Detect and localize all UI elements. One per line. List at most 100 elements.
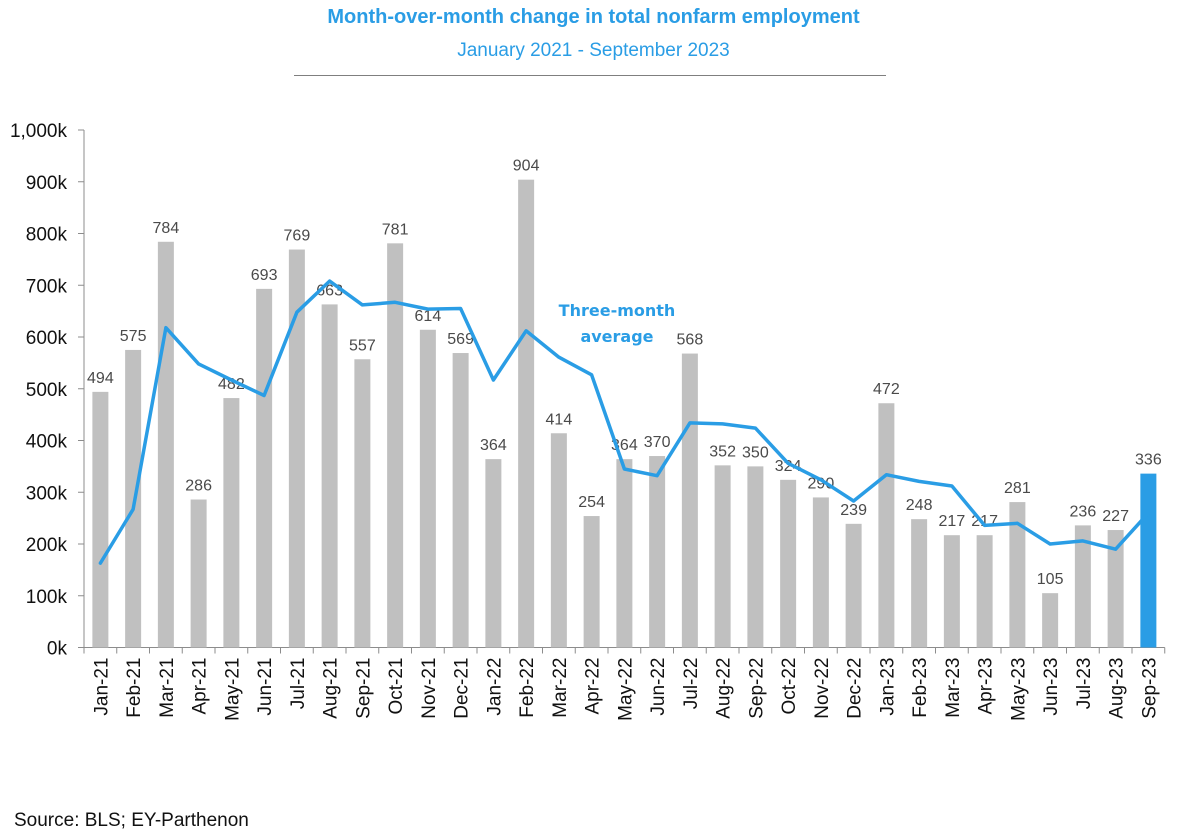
x-tick-label: Jun-21 bbox=[255, 658, 276, 716]
x-tick-label: Sep-21 bbox=[353, 658, 374, 719]
x-tick-label: Oct-22 bbox=[779, 658, 800, 715]
bar-data-label: 290 bbox=[808, 475, 835, 492]
x-tick-label: Nov-21 bbox=[419, 658, 440, 719]
x-tick-label: Apr-21 bbox=[190, 658, 211, 715]
x-tick-label: May-22 bbox=[615, 658, 636, 721]
bar-data-label: 557 bbox=[349, 337, 376, 354]
bar-data-label: 614 bbox=[415, 308, 442, 325]
bar bbox=[1107, 530, 1124, 648]
y-tick-label: 400k bbox=[26, 432, 68, 453]
bar-data-labels: 4945757842864826937696635577816145693649… bbox=[87, 158, 1162, 588]
bar-data-label: 568 bbox=[677, 332, 704, 349]
x-tick-label: Jan-21 bbox=[91, 658, 112, 716]
y-tick-label: 0k bbox=[47, 639, 68, 660]
bar-data-label: 350 bbox=[742, 444, 769, 461]
x-tick-label: Jul-23 bbox=[1074, 658, 1095, 710]
x-tick-label: Aug-22 bbox=[714, 658, 735, 719]
bar bbox=[387, 243, 404, 648]
bar bbox=[321, 304, 338, 648]
bar bbox=[256, 288, 273, 648]
x-tick-label: Jun-23 bbox=[1041, 658, 1062, 716]
y-tick-label: 800k bbox=[26, 225, 68, 246]
bar bbox=[223, 398, 240, 648]
x-tick-label: Sep-23 bbox=[1139, 658, 1160, 719]
bar-data-label: 248 bbox=[906, 497, 933, 514]
x-tick-label: Mar-21 bbox=[157, 658, 178, 718]
bar-data-label: 364 bbox=[480, 437, 507, 454]
bar-data-label: 239 bbox=[840, 502, 867, 519]
bar-data-label: 281 bbox=[1004, 480, 1031, 497]
bar bbox=[976, 535, 993, 648]
y-tick-label: 100k bbox=[26, 587, 68, 608]
bar-data-label: 781 bbox=[382, 221, 409, 238]
chart-title: Month-over-month change in total nonfarm… bbox=[327, 6, 860, 28]
bar bbox=[157, 241, 174, 648]
bar bbox=[812, 497, 829, 648]
y-tick-label: 300k bbox=[26, 483, 68, 504]
bar bbox=[1009, 502, 1026, 648]
x-tick-label: Feb-21 bbox=[124, 658, 145, 718]
bar-data-label: 569 bbox=[447, 331, 474, 348]
bar bbox=[649, 456, 666, 648]
x-tick-label: Nov-22 bbox=[812, 658, 833, 719]
bar-data-label: 472 bbox=[873, 381, 900, 398]
x-tick-label: Apr-23 bbox=[976, 658, 997, 715]
bar-data-label: 370 bbox=[644, 434, 671, 451]
bar-data-label: 336 bbox=[1135, 452, 1162, 469]
bar bbox=[780, 479, 797, 648]
y-axis: 0k 100k 200k 300k 400k 500k 600k 700k 800k 900k 1,… bbox=[10, 121, 85, 660]
source-note: Source: BLS; EY-Parthenon bbox=[14, 810, 249, 831]
bar bbox=[92, 391, 109, 648]
y-tick-label: 700k bbox=[26, 276, 68, 297]
x-tick-label: Feb-23 bbox=[910, 658, 931, 718]
bar-data-label: 227 bbox=[1102, 508, 1129, 525]
bar-data-label: 693 bbox=[251, 267, 278, 284]
x-tick-label: Sep-22 bbox=[746, 658, 767, 719]
x-tick-label: Feb-22 bbox=[517, 658, 538, 718]
bar bbox=[485, 459, 502, 648]
bar bbox=[1074, 525, 1091, 648]
bar bbox=[878, 403, 895, 648]
x-tick-label: Jun-22 bbox=[648, 658, 669, 716]
x-tick-label: May-23 bbox=[1008, 658, 1029, 721]
bar bbox=[1140, 473, 1157, 648]
bar bbox=[550, 433, 567, 648]
x-tick-label: Jan-22 bbox=[484, 658, 505, 716]
y-tick-label: 1,000k bbox=[10, 121, 68, 142]
bar-data-label: 769 bbox=[284, 228, 311, 245]
x-tick-label: Jul-22 bbox=[681, 658, 702, 710]
x-tick-label: Jul-21 bbox=[288, 658, 309, 710]
y-tick-label: 200k bbox=[26, 535, 68, 556]
bar bbox=[354, 359, 371, 648]
bar bbox=[288, 249, 305, 648]
y-tick-label: 900k bbox=[26, 173, 68, 194]
bar bbox=[518, 179, 535, 648]
three-month-average-label: Three-month average bbox=[559, 301, 676, 346]
x-tick-label: Dec-21 bbox=[452, 658, 473, 719]
x-tick-label: Oct-21 bbox=[386, 658, 407, 715]
x-tick-label: Jan-23 bbox=[877, 658, 898, 716]
bar-data-label: 784 bbox=[153, 220, 180, 237]
bar-data-label: 482 bbox=[218, 376, 245, 393]
bar bbox=[714, 465, 731, 648]
bar bbox=[681, 353, 698, 648]
bar-data-label: 254 bbox=[578, 494, 605, 511]
bar bbox=[911, 519, 928, 648]
bar bbox=[845, 523, 862, 648]
title-divider bbox=[294, 75, 886, 76]
bar bbox=[1042, 593, 1059, 648]
bar bbox=[616, 459, 633, 648]
bar bbox=[583, 516, 600, 648]
x-tick-label: Mar-23 bbox=[943, 658, 964, 718]
bar bbox=[190, 499, 207, 648]
bar-data-label: 904 bbox=[513, 158, 540, 175]
y-tick-label: 500k bbox=[26, 380, 68, 401]
bar bbox=[747, 466, 764, 648]
chart-subtitle: January 2021 - September 2023 bbox=[457, 40, 730, 61]
x-tick-label: Dec-22 bbox=[845, 658, 866, 719]
bar-data-label: 217 bbox=[939, 513, 966, 530]
x-tick-label: Apr-22 bbox=[583, 658, 604, 715]
bar-data-label: 575 bbox=[120, 328, 147, 345]
x-tick-label: Mar-22 bbox=[550, 658, 571, 718]
